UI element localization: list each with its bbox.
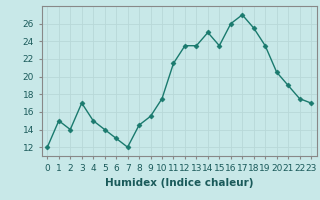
X-axis label: Humidex (Indice chaleur): Humidex (Indice chaleur) — [105, 178, 253, 188]
